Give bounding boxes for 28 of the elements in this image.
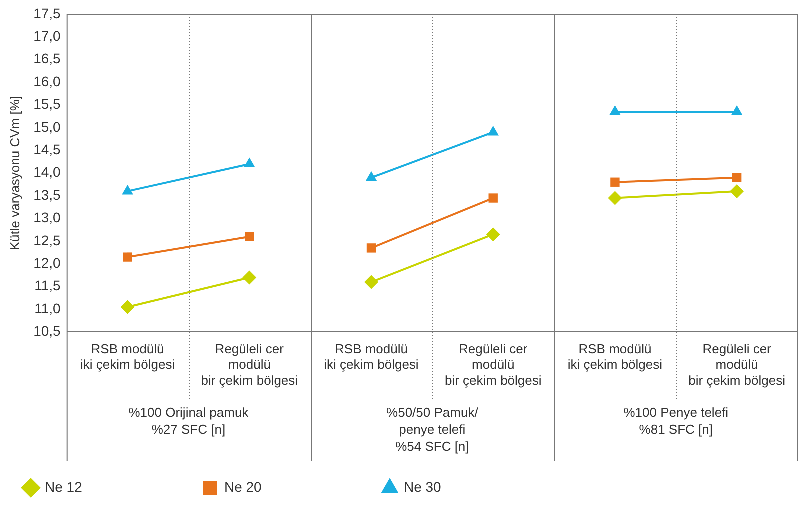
y-tick-label: 11,5 [34,278,62,294]
y-tick-label: 17,5 [34,5,62,22]
y-tick-label: 17,0 [34,28,62,44]
y-tick-label: 13,5 [34,186,62,203]
y-tick-label: 14,0 [34,164,62,180]
text: %100 Penye telefi %81 SFC [n] [624,405,729,438]
x-tick-label: Regüleli cer modülü bir çekim bölgesi [688,342,786,388]
y-axis-title: Kütle varyasyonu CVm [%] [7,96,22,251]
x-tick-label: RSB modülü iki çekim bölgesi [568,342,663,372]
y-tick-label: 14,5 [34,141,62,158]
legend-label: Ne 30 [404,478,542,495]
legend-label: Ne 12 [45,478,184,495]
y-tick-label: 10,5 [34,323,62,340]
x-tick-label: Regüleli cer modülü bir çekim bölgesi [444,342,542,388]
y-tick-label: 12,5 [34,232,62,248]
y-tick-label: 15,0 [34,118,62,135]
y-tick-label: 16,0 [34,73,62,90]
y-tick-label: 12,0 [34,254,62,271]
legend-label: Ne 20 [224,478,363,495]
x-tick-label: Regüleli cer modülü bir çekim bölgesi [201,342,298,388]
y-tick-label: 13,0 [34,210,62,226]
x-tick-label: RSB modülü iki çekim bölgesi [324,342,419,372]
text: %50/50 Pamuk/ penye telefi %54 SFC [n] [386,405,479,454]
text: %100 Orijinal pamuk %27 SFC [n] [128,405,250,438]
y-tick-label: 16,5 [34,50,62,67]
y-tick-label: 11,0 [34,300,62,316]
y-tick-label: 15,5 [34,96,62,112]
x-tick-label: RSB modülü iki çekim bölgesi [80,342,176,372]
